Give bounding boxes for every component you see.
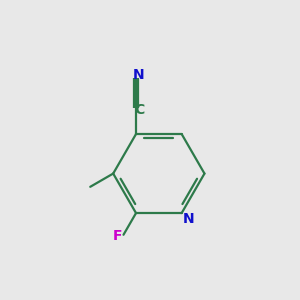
Text: C: C xyxy=(134,103,145,118)
Text: N: N xyxy=(182,212,194,226)
Text: N: N xyxy=(133,68,145,82)
Text: F: F xyxy=(112,229,122,243)
